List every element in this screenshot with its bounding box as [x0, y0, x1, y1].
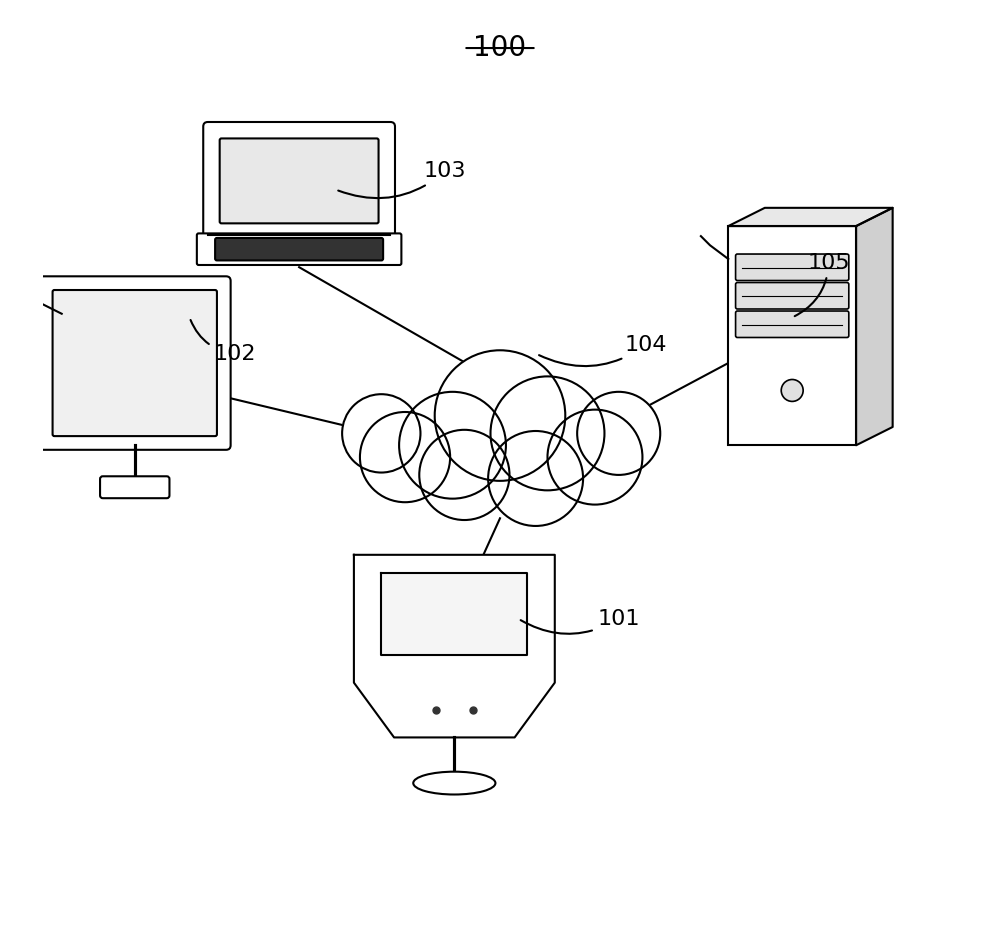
- Circle shape: [399, 392, 506, 499]
- FancyBboxPatch shape: [100, 476, 169, 498]
- Circle shape: [435, 350, 565, 481]
- FancyBboxPatch shape: [728, 226, 856, 445]
- Circle shape: [342, 394, 420, 473]
- FancyBboxPatch shape: [736, 311, 849, 337]
- Circle shape: [488, 431, 583, 526]
- Ellipse shape: [413, 771, 495, 794]
- Text: 105: 105: [795, 253, 850, 316]
- Polygon shape: [856, 208, 893, 445]
- Text: 104: 104: [539, 335, 667, 366]
- Text: 101: 101: [521, 609, 640, 634]
- Circle shape: [491, 376, 604, 490]
- FancyBboxPatch shape: [39, 276, 231, 450]
- FancyBboxPatch shape: [736, 254, 849, 281]
- Circle shape: [547, 410, 642, 504]
- Text: 103: 103: [338, 161, 466, 198]
- FancyBboxPatch shape: [220, 138, 379, 223]
- FancyBboxPatch shape: [53, 290, 217, 436]
- FancyBboxPatch shape: [215, 238, 383, 260]
- Polygon shape: [381, 573, 527, 655]
- Circle shape: [781, 379, 803, 401]
- Text: 102: 102: [191, 320, 256, 364]
- Text: 100: 100: [473, 34, 527, 62]
- Circle shape: [360, 412, 450, 502]
- FancyBboxPatch shape: [203, 122, 395, 240]
- Circle shape: [419, 430, 509, 520]
- FancyBboxPatch shape: [736, 283, 849, 309]
- Polygon shape: [354, 555, 555, 738]
- Polygon shape: [728, 208, 893, 226]
- FancyBboxPatch shape: [197, 234, 401, 265]
- Circle shape: [577, 392, 660, 475]
